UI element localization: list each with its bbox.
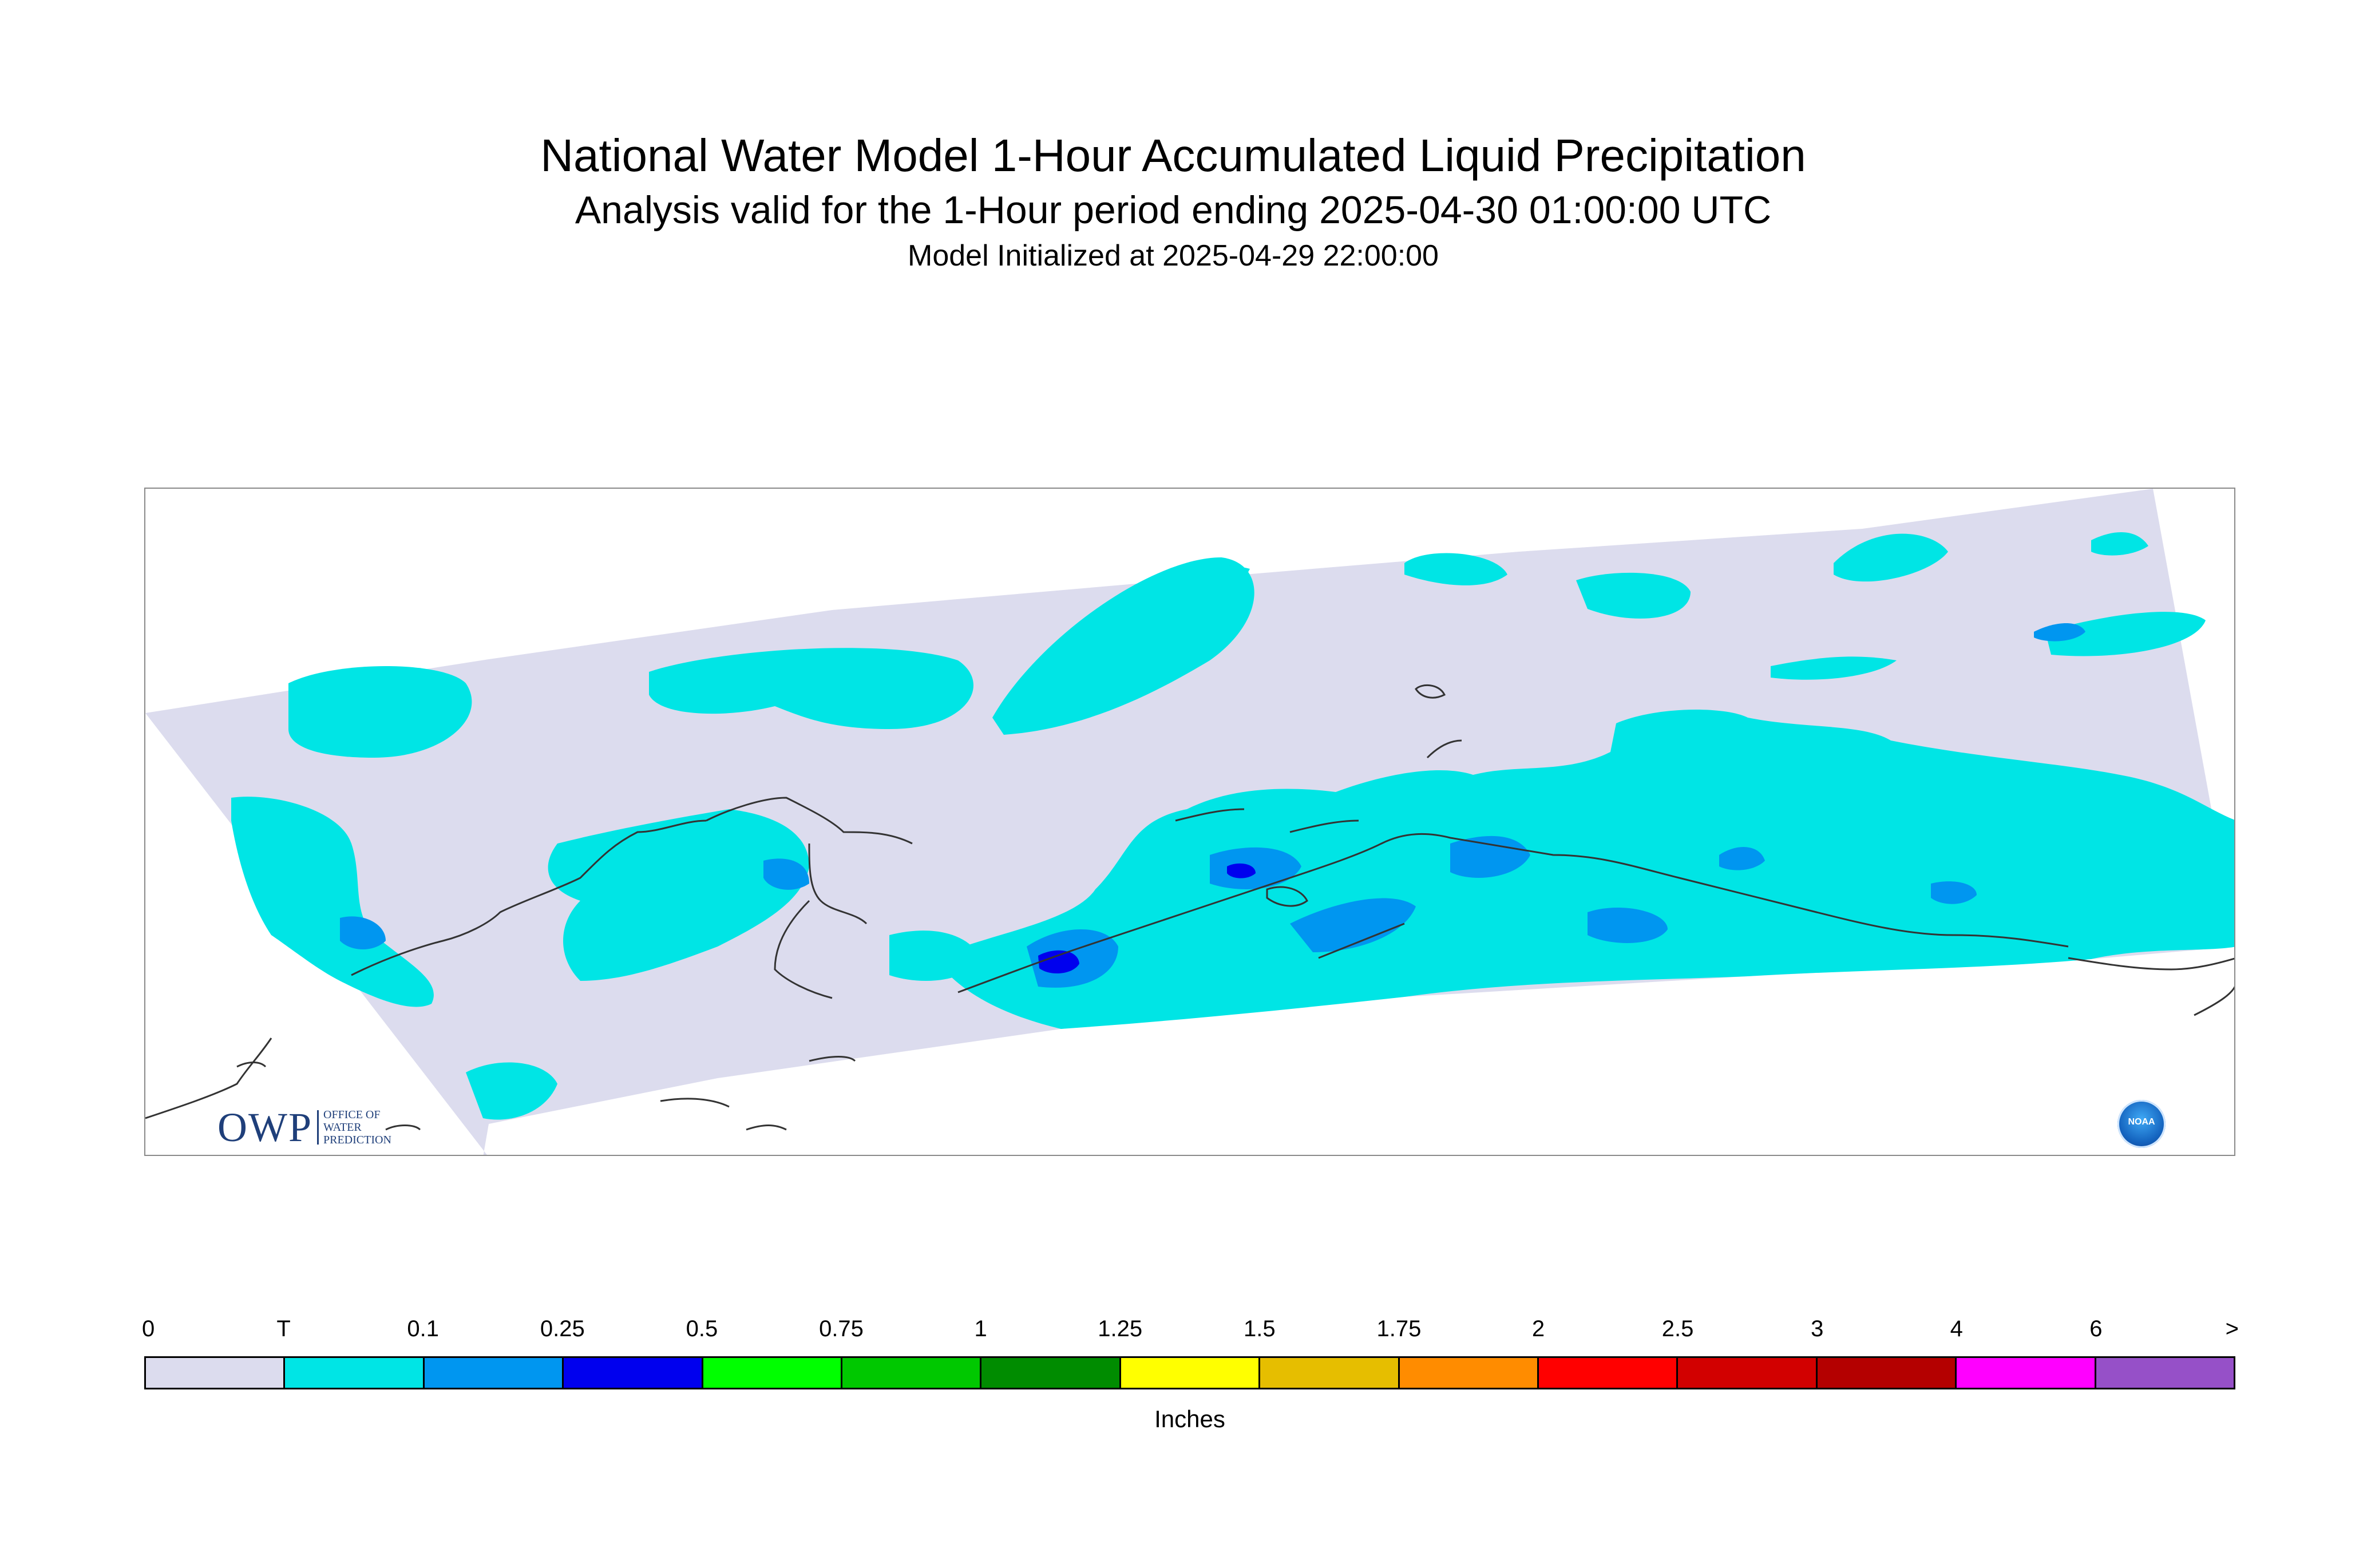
title-block: National Water Model 1-Hour Accumulated … bbox=[515, 127, 1831, 276]
owp-logo-text: OFFICE OF WATER PREDICTION bbox=[323, 1108, 391, 1146]
legend-swatch bbox=[842, 1358, 982, 1388]
legend-tick-label: T bbox=[276, 1316, 291, 1341]
legend-tick-label: 2.5 bbox=[1661, 1316, 1694, 1341]
owp-logo: OWP OFFICE OF WATER PREDICTION bbox=[217, 1104, 391, 1150]
legend-tick-label: 0.5 bbox=[686, 1316, 718, 1341]
legend-unit-label: Inches bbox=[1154, 1405, 1225, 1432]
legend-swatch bbox=[981, 1358, 1121, 1388]
map-title: National Water Model 1-Hour Accumulated … bbox=[540, 130, 1806, 181]
legend-tick-label: 1.25 bbox=[1098, 1316, 1143, 1341]
noaa-logo-text: NOAA bbox=[2128, 1117, 2155, 1127]
legend-swatch bbox=[1678, 1358, 1818, 1388]
noaa-logo: NOAA bbox=[2117, 1100, 2166, 1148]
owp-logo-line-2: WATER bbox=[323, 1121, 362, 1134]
legend-color-bar bbox=[144, 1356, 2235, 1389]
legend-swatch bbox=[1260, 1358, 1400, 1388]
legend-tick-label: 1.75 bbox=[1376, 1316, 1422, 1341]
legend-tick-label: 1 bbox=[974, 1316, 987, 1341]
legend-tick-label: 0.1 bbox=[407, 1316, 439, 1341]
precip-moderate-areas bbox=[1038, 863, 1256, 974]
legend-swatch bbox=[424, 1358, 564, 1388]
legend-tick-label: 0.75 bbox=[819, 1316, 864, 1341]
legend-swatch bbox=[2096, 1358, 2234, 1388]
legend-swatch bbox=[1121, 1358, 1261, 1388]
precip-legend: 0 T 0.1 0.25 0.5 0.75 1 1.25 1.5 1.75 2 2.5 3 4 6 > Inc… bbox=[142, 1316, 2239, 1432]
legend-swatch bbox=[1957, 1358, 2096, 1388]
coastlines bbox=[145, 684, 2234, 1131]
owp-logo-separator bbox=[317, 1110, 319, 1145]
precip-trace-areas bbox=[231, 532, 2234, 1120]
legend-swatch bbox=[285, 1358, 425, 1388]
owp-logo-line-3: PREDICTION bbox=[323, 1134, 391, 1146]
legend-tick-labels: 0 T 0.1 0.25 0.5 0.75 1 1.25 1.5 1.75 2 2.5 3 4 6 > bbox=[142, 1316, 2239, 1351]
legend-tick-label: 2 bbox=[1531, 1316, 1545, 1341]
legend-swatch bbox=[1399, 1358, 1539, 1388]
owp-logo-line-1: OFFICE OF bbox=[323, 1108, 381, 1121]
legend-swatch bbox=[1817, 1358, 1957, 1388]
legend-tick-label: 0.25 bbox=[540, 1316, 585, 1341]
legend-tick-label: 3 bbox=[1811, 1316, 1824, 1341]
legend-tick-label: > bbox=[2225, 1316, 2239, 1341]
map-subtitle: Analysis valid for the 1-Hour period end… bbox=[575, 188, 1772, 232]
legend-tick-label: 0 bbox=[142, 1316, 155, 1341]
precip-light-areas bbox=[340, 623, 2085, 988]
legend-swatch bbox=[146, 1358, 286, 1388]
precip-map bbox=[145, 489, 2234, 1155]
legend-tick-label: 4 bbox=[1950, 1316, 1963, 1341]
map-panel bbox=[144, 488, 2235, 1156]
legend-tick-label: 1.5 bbox=[1243, 1316, 1276, 1341]
legend-tick-label: 6 bbox=[2089, 1316, 2103, 1341]
model-init-label: Model Initialized at 2025-04-29 22:00:00 bbox=[908, 239, 1439, 272]
legend-swatch bbox=[703, 1358, 843, 1388]
legend-swatch bbox=[564, 1358, 703, 1388]
owp-logo-mark: OWP bbox=[217, 1104, 312, 1150]
legend-swatch bbox=[1539, 1358, 1679, 1388]
